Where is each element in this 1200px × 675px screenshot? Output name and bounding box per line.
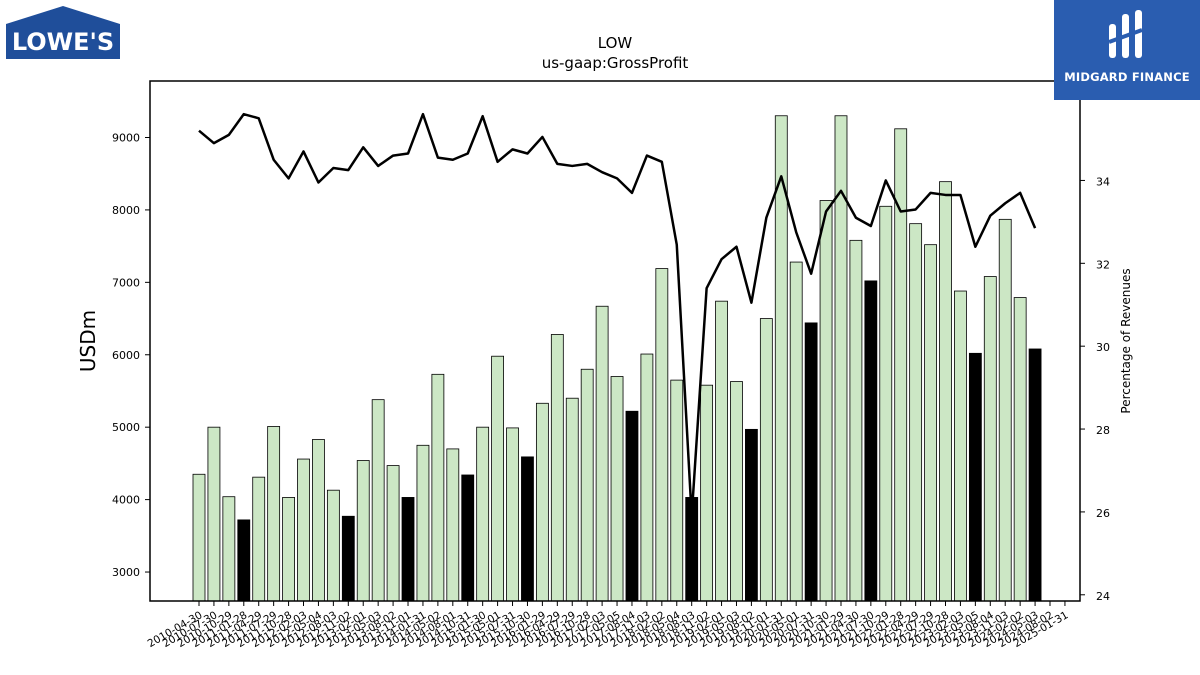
bar	[267, 426, 281, 602]
lowes-logo: LOWE'S	[6, 6, 120, 59]
bar	[909, 223, 923, 602]
bar	[595, 305, 609, 602]
bar	[730, 381, 743, 602]
bar	[237, 519, 251, 602]
bar	[998, 218, 1012, 602]
bar	[983, 276, 997, 602]
bar	[939, 181, 952, 602]
bar	[222, 496, 236, 602]
bar	[610, 376, 624, 602]
chart-subtitle: us-gaap:GrossProfit	[542, 54, 689, 72]
bar	[834, 115, 848, 602]
bar	[446, 448, 460, 602]
y2-axis-label: Percentage of Revenues	[1119, 268, 1133, 413]
bars-group	[192, 115, 1042, 602]
bar	[640, 353, 654, 602]
bar	[715, 300, 728, 602]
bar	[879, 205, 893, 602]
bar	[326, 489, 340, 602]
bar	[819, 200, 833, 602]
y2-tick-label: 32	[1096, 258, 1110, 271]
bar	[670, 379, 684, 602]
bar	[491, 355, 505, 602]
bar	[252, 476, 266, 602]
y-tick-label: 5000	[112, 421, 140, 434]
bar	[371, 399, 385, 602]
bar	[416, 444, 430, 602]
bar	[580, 368, 594, 602]
bar	[431, 373, 445, 602]
bar	[1028, 348, 1042, 602]
bar	[297, 458, 310, 602]
bar	[700, 384, 714, 602]
bar	[1013, 297, 1027, 602]
y-tick-label: 3000	[112, 566, 140, 579]
plot-frame	[149, 80, 1081, 602]
bar	[745, 428, 758, 602]
y-axis-right: 24 26 28 30 32 34	[1080, 175, 1110, 603]
lowes-logo-text: LOWE'S	[12, 28, 114, 56]
y-tick-label: 4000	[112, 494, 140, 507]
bar	[312, 439, 325, 602]
y2-tick-label: 26	[1096, 507, 1110, 520]
bar	[341, 515, 355, 602]
chart-title: LOW	[598, 34, 633, 52]
y2-tick-label: 24	[1096, 590, 1110, 603]
bar	[192, 473, 206, 602]
bar	[849, 239, 863, 602]
bar	[535, 402, 549, 602]
bar	[386, 465, 400, 602]
bar	[282, 497, 295, 602]
bar	[759, 318, 773, 602]
bar	[625, 410, 639, 602]
bar	[954, 290, 967, 602]
bar	[550, 334, 564, 602]
bar	[924, 244, 937, 602]
y-tick-label: 7000	[112, 276, 140, 289]
midgard-finance-logo: MIDGARD FINANCE	[1054, 0, 1200, 100]
y-tick-label: 9000	[112, 131, 140, 144]
y-axis-label: USDm	[76, 310, 100, 372]
bar	[401, 497, 415, 602]
bar	[894, 128, 908, 602]
midgard-logo-text: MIDGARD FINANCE	[1064, 70, 1190, 84]
y-axis-left: 3000 4000 5000 6000 7000 8000 9000	[112, 131, 150, 579]
bar	[521, 456, 534, 602]
bar	[565, 397, 579, 602]
bar	[356, 460, 370, 602]
bar	[864, 280, 878, 602]
bar	[506, 427, 519, 602]
bar	[968, 352, 982, 602]
y2-tick-label: 28	[1096, 424, 1110, 437]
y-tick-label: 6000	[112, 349, 140, 362]
midgard-emblem-icon	[1108, 10, 1143, 58]
y2-tick-label: 34	[1096, 175, 1110, 188]
bar	[207, 426, 221, 602]
x-axis: 2010-04-302010-07-302010-10-292011-01-28…	[146, 601, 1070, 650]
bar	[476, 426, 490, 602]
bar	[461, 474, 475, 602]
bar	[655, 268, 669, 602]
bar	[804, 322, 818, 602]
bar	[789, 261, 803, 602]
y-tick-label: 8000	[112, 204, 140, 217]
y2-tick-label: 30	[1096, 341, 1110, 354]
series-line	[198, 112, 1037, 518]
